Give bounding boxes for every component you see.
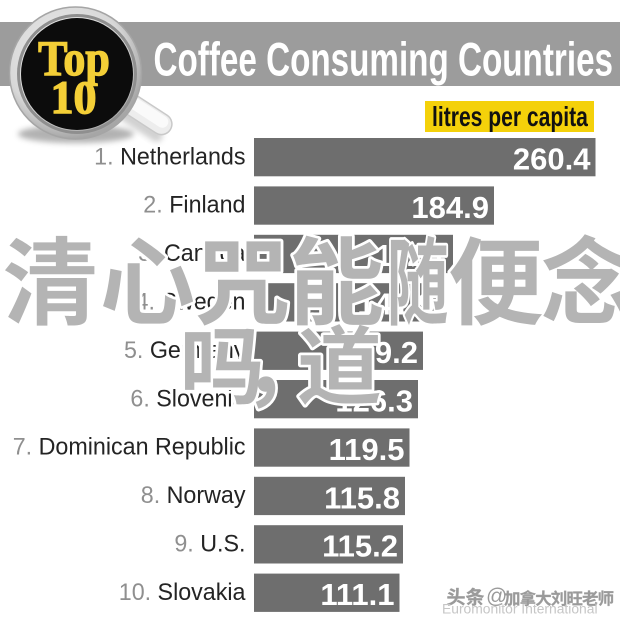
svg-text:119.5: 119.5 <box>329 432 405 467</box>
svg-text:8. Norway: 8. Norway <box>141 483 246 509</box>
svg-text:184.9: 184.9 <box>411 190 489 225</box>
svg-text:2. Finland: 2. Finland <box>143 192 245 218</box>
svg-text:litres per capita: litres per capita <box>432 102 588 132</box>
svg-text:10. Slovakia: 10. Slovakia <box>119 580 247 606</box>
svg-text:Euromonitor International: Euromonitor International <box>442 600 598 616</box>
svg-text:9. U.S.: 9. U.S. <box>174 531 245 557</box>
svg-text:Coffee Consuming Countries: Coffee Consuming Countries <box>154 33 614 86</box>
svg-text:7. Dominican Republic: 7. Dominican Republic <box>13 434 246 460</box>
svg-text:115.8: 115.8 <box>324 480 400 515</box>
svg-text:111.1: 111.1 <box>320 577 394 612</box>
svg-text:@: @ <box>486 585 507 608</box>
svg-text:10: 10 <box>50 73 96 125</box>
svg-text:Top: Top <box>38 31 110 86</box>
svg-text:1. Netherlands: 1. Netherlands <box>94 144 245 170</box>
svg-text:260.4: 260.4 <box>513 142 591 177</box>
svg-text:115.2: 115.2 <box>322 529 398 564</box>
